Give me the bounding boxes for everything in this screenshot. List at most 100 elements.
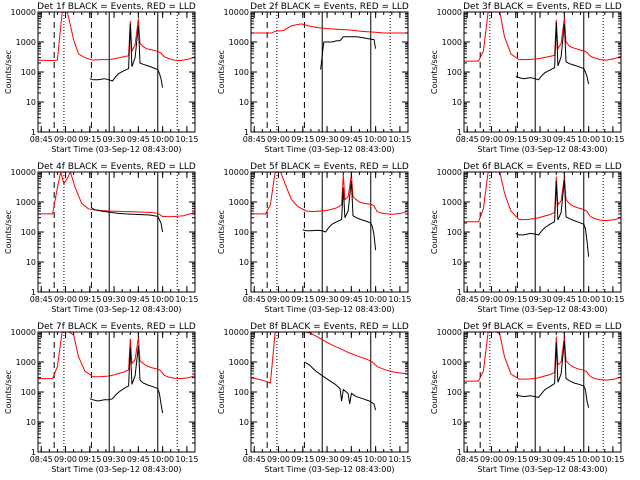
y-tick-label: 10	[239, 258, 249, 267]
x-tick-label: 09:30	[529, 455, 552, 464]
panel-title: Det 2f BLACK = Events, RED = LLD	[250, 2, 409, 12]
y-tick-label: 1	[244, 448, 249, 457]
lld-series-line	[464, 12, 621, 62]
lld-series-line	[251, 23, 408, 34]
x-axis-label: Start Time (03-Sep-12 08:43:00)	[51, 305, 181, 314]
marker-lines	[53, 332, 178, 452]
x-tick-label: 10:00	[151, 295, 174, 304]
x-tick-label: 10:00	[577, 135, 600, 144]
y-tick-label: 10	[26, 98, 36, 107]
x-tick-label: 10:15	[388, 295, 411, 304]
y-tick-label: 10	[239, 98, 249, 107]
y-tick-label: 10000	[437, 168, 462, 177]
plot-frame	[37, 11, 196, 133]
y-tick-label: 1	[457, 128, 462, 137]
y-tick-label: 1	[31, 288, 36, 297]
x-tick-label: 09:00	[54, 455, 77, 464]
y-axis-label: Counts/sec	[217, 210, 226, 254]
x-tick-label: 08:45	[30, 295, 53, 304]
x-tick-label: 08:45	[243, 295, 266, 304]
panel-title: Det 3f BLACK = Events, RED = LLD	[463, 2, 622, 12]
lld-series-line	[464, 332, 621, 382]
x-tick-label: 08:45	[243, 455, 266, 464]
y-tick-label: 10000	[11, 328, 36, 337]
y-tick-label: 100	[21, 68, 36, 77]
x-tick-label: 09:30	[103, 455, 126, 464]
y-tick-label: 1000	[442, 198, 462, 207]
y-tick-label: 1000	[16, 198, 36, 207]
y-axis-label: Counts/sec	[430, 50, 439, 94]
x-tick-label: 09:30	[316, 295, 339, 304]
x-tick-label: 09:45	[553, 295, 576, 304]
x-tick-label: 09:15	[78, 135, 101, 144]
x-axis-label: Start Time (03-Sep-12 08:43:00)	[264, 145, 394, 154]
x-tick-label: 08:45	[30, 135, 53, 144]
events-series-line	[302, 180, 377, 251]
y-axis-label: Counts/sec	[217, 50, 226, 94]
x-tick-label: 10:00	[364, 135, 387, 144]
y-tick-label: 10000	[437, 328, 462, 337]
x-axis-label: Start Time (03-Sep-12 08:43:00)	[264, 305, 394, 314]
panel-title: Det 4f BLACK = Events, RED = LLD	[37, 162, 196, 172]
x-tick-label: 09:00	[267, 455, 290, 464]
detector-panel: 1 10 100 1000 10000 08:45 09:00 09:15 09:30 09:45…	[430, 2, 624, 154]
plot-frame	[37, 171, 196, 293]
x-tick-label: 10:15	[388, 135, 411, 144]
y-tick-label: 10	[452, 98, 462, 107]
x-tick-label: 10:15	[388, 455, 411, 464]
y-tick-label: 10	[26, 418, 36, 427]
y-tick-label: 100	[447, 68, 462, 77]
lld-series-line	[464, 172, 621, 223]
marker-lines	[479, 12, 604, 132]
detector-panel: 1 10 100 1000 10000 08:45 09:00 09:15 09:30 09:45…	[4, 162, 198, 314]
series-group	[464, 172, 621, 257]
y-tick-label: 10000	[11, 168, 36, 177]
y-tick-label: 10000	[224, 168, 249, 177]
x-tick-label: 09:00	[480, 455, 503, 464]
x-tick-label: 08:45	[30, 455, 53, 464]
y-tick-label: 10000	[437, 8, 462, 17]
panel-title: Det 1f BLACK = Events, RED = LLD	[37, 2, 196, 12]
x-tick-label: 10:15	[601, 455, 624, 464]
plot-frame	[250, 11, 409, 133]
x-tick-label: 10:00	[151, 455, 174, 464]
y-tick-label: 1	[244, 128, 249, 137]
marker-lines	[479, 332, 604, 452]
y-tick-label: 100	[447, 228, 462, 237]
y-tick-label: 100	[234, 228, 249, 237]
events-series-line	[320, 36, 377, 70]
x-tick-label: 09:30	[316, 455, 339, 464]
series-group	[38, 172, 195, 233]
y-tick-label: 1000	[442, 358, 462, 367]
y-tick-label: 1000	[442, 38, 462, 47]
x-axis-label: Start Time (03-Sep-12 08:43:00)	[51, 465, 181, 474]
x-tick-label: 09:45	[127, 295, 150, 304]
x-tick-label: 09:45	[127, 455, 150, 464]
x-tick-label: 09:45	[553, 135, 576, 144]
plot-frame	[250, 331, 409, 453]
lld-series-line	[38, 172, 195, 218]
y-tick-label: 1000	[16, 358, 36, 367]
x-axis-label: Start Time (03-Sep-12 08:43:00)	[477, 145, 607, 154]
detector-panel: 1 10 100 1000 10000 08:45 09:00 09:15 09:30 09:45…	[217, 322, 411, 474]
events-series-line	[515, 22, 590, 85]
events-series-line	[91, 207, 164, 233]
y-tick-label: 10000	[224, 8, 249, 17]
y-tick-label: 10000	[224, 328, 249, 337]
lld-series-line	[38, 12, 195, 62]
plot-frame	[463, 11, 622, 133]
panel-title: Det 5f BLACK = Events, RED = LLD	[250, 162, 409, 172]
x-tick-label: 09:30	[103, 295, 126, 304]
x-tick-label: 10:00	[364, 295, 387, 304]
panel-title: Det 9f BLACK = Events, RED = LLD	[463, 322, 622, 332]
x-tick-label: 09:00	[480, 135, 503, 144]
y-axis-label: Counts/sec	[4, 210, 13, 254]
y-tick-label: 100	[234, 68, 249, 77]
x-tick-label: 10:15	[175, 135, 198, 144]
y-tick-label: 100	[234, 388, 249, 397]
x-tick-label: 09:30	[529, 295, 552, 304]
x-tick-label: 09:30	[529, 135, 552, 144]
y-tick-label: 1000	[229, 198, 249, 207]
x-tick-label: 09:15	[504, 135, 527, 144]
x-tick-label: 09:45	[340, 455, 363, 464]
